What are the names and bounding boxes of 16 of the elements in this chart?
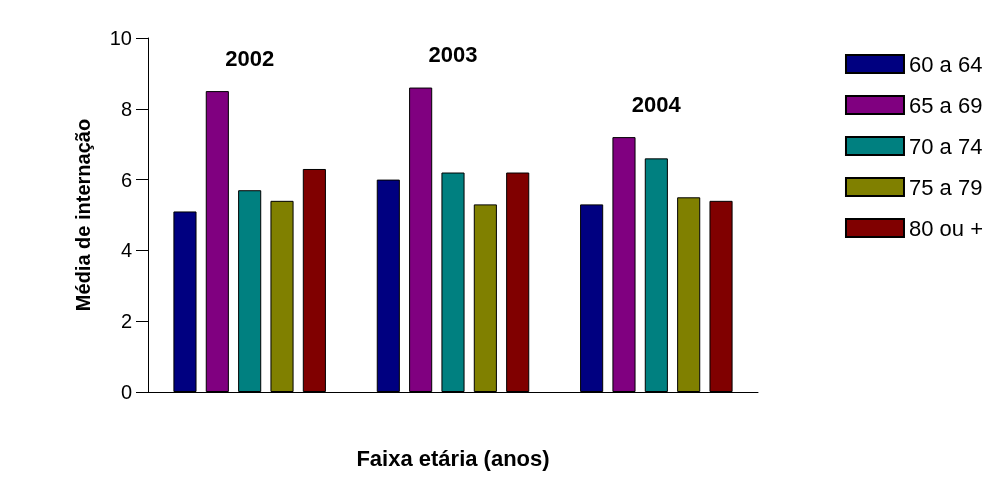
y-tick-label: 8 [120, 97, 132, 120]
x-axis-title: Faixa etária (anos) [356, 445, 550, 471]
x-tick-label: 2003 [428, 42, 478, 68]
y-tick-label: 4 [120, 239, 132, 262]
y-tick-label: 10 [109, 27, 132, 49]
y-tick-label: 0 [120, 381, 132, 403]
legend-label: 65 a 69 [908, 92, 983, 118]
y-tick-label: 6 [120, 168, 132, 191]
x-tick-label: 2004 [631, 91, 682, 117]
legend-label: 80 ou + [908, 215, 983, 241]
legend-label: 70 a 74 [908, 133, 983, 159]
legend-label: 75 a 79 [908, 174, 983, 200]
y-tick-label: 2 [120, 310, 132, 333]
legend-label: 60 a 64 [908, 51, 983, 77]
y-axis-title: Média de internação [72, 118, 94, 312]
x-tick-label: 2002 [225, 45, 275, 71]
